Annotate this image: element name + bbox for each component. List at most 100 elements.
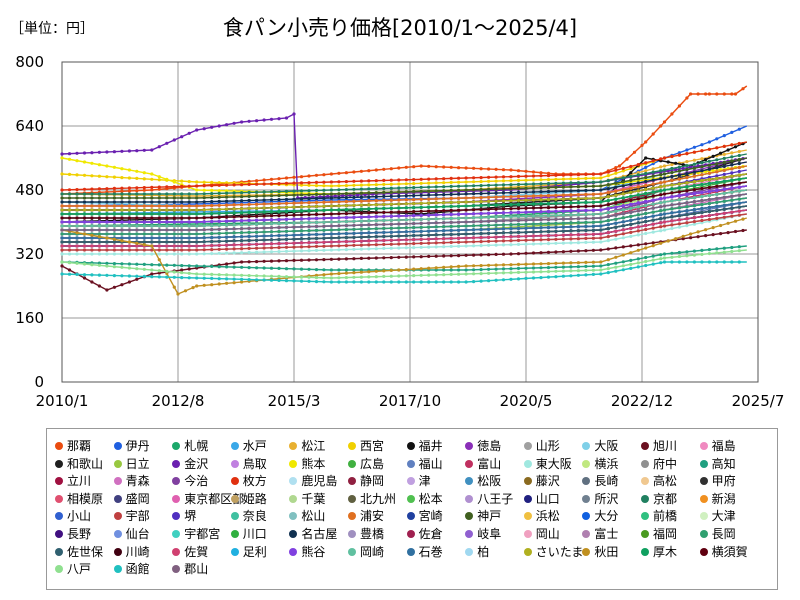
data-point [659, 165, 663, 169]
data-point [82, 151, 87, 155]
data-point [389, 182, 393, 186]
data-point [277, 117, 281, 121]
data-point [494, 167, 498, 171]
data-point [569, 177, 573, 181]
data-point [232, 251, 236, 255]
data-point [105, 164, 109, 168]
data-point [730, 214, 734, 218]
data-point [359, 183, 363, 187]
data-point [449, 180, 453, 184]
data-point [314, 258, 319, 262]
data-point [172, 138, 176, 142]
data-point [97, 261, 101, 265]
data-point [180, 248, 184, 252]
data-point [449, 254, 453, 258]
data-point [352, 187, 356, 191]
data-point [576, 181, 581, 185]
data-point [707, 147, 712, 151]
data-point [730, 155, 734, 159]
data-point [142, 186, 146, 190]
data-point [269, 250, 274, 254]
data-point [651, 226, 655, 230]
data-point [195, 248, 199, 252]
data-point [591, 248, 596, 252]
data-point [172, 248, 176, 252]
data-point [389, 242, 393, 246]
data-point [651, 167, 655, 171]
data-point [614, 168, 618, 172]
data-point [262, 266, 266, 270]
data-point [644, 227, 648, 232]
data-point [397, 178, 401, 182]
data-point [692, 145, 697, 149]
data-point [307, 174, 311, 178]
data-point [292, 112, 296, 116]
data-point [142, 262, 146, 266]
data-point [67, 152, 72, 156]
data-point [389, 246, 393, 250]
data-point [677, 222, 682, 226]
data-point [217, 183, 221, 187]
data-point [487, 267, 491, 271]
data-point [337, 180, 341, 184]
data-point [195, 252, 199, 256]
data-point [314, 184, 319, 188]
data-point [442, 268, 446, 272]
data-point [442, 181, 446, 185]
data-point [576, 237, 581, 241]
data-point [442, 177, 446, 181]
data-point [689, 165, 693, 169]
data-point [60, 248, 64, 252]
data-point [322, 244, 326, 248]
data-point [569, 249, 573, 253]
data-point [479, 180, 483, 184]
data-point [82, 276, 87, 280]
data-point [284, 176, 289, 180]
data-point [561, 177, 566, 181]
data-point [292, 267, 296, 271]
data-point [554, 237, 558, 241]
data-point [322, 173, 326, 177]
data-point [629, 164, 633, 169]
data-point [67, 268, 72, 272]
data-point [606, 247, 610, 251]
data-point [359, 179, 363, 183]
y-tick-label: 640 [15, 117, 44, 135]
data-point [90, 252, 94, 256]
data-point [606, 235, 610, 239]
data-point [464, 268, 468, 272]
data-point [105, 192, 109, 196]
data-point [700, 143, 704, 147]
data-point [546, 266, 551, 270]
data-point [472, 176, 476, 180]
data-point [97, 163, 101, 167]
data-point [112, 175, 116, 179]
data-point [539, 174, 543, 178]
data-point [299, 258, 304, 262]
data-point [112, 192, 116, 196]
data-point [135, 192, 139, 196]
data-point [210, 248, 214, 252]
data-point [352, 183, 356, 187]
data-point [561, 181, 566, 185]
data-point [333, 194, 337, 198]
data-point [352, 257, 356, 261]
data-point [501, 183, 506, 187]
data-point [359, 247, 363, 251]
data-point [509, 267, 513, 271]
data-point [722, 215, 726, 219]
data-point [150, 185, 154, 189]
data-point [240, 265, 244, 269]
data-point [670, 226, 674, 231]
data-point [404, 186, 408, 190]
data-point [554, 265, 558, 269]
data-point [157, 192, 161, 196]
x-tick-label: 2017/10 [379, 392, 441, 410]
data-point [374, 256, 378, 260]
data-point [442, 254, 446, 258]
data-point [516, 242, 521, 246]
data-point [292, 175, 296, 179]
data-point [307, 245, 311, 249]
data-point [479, 240, 483, 244]
data-point [722, 156, 726, 160]
